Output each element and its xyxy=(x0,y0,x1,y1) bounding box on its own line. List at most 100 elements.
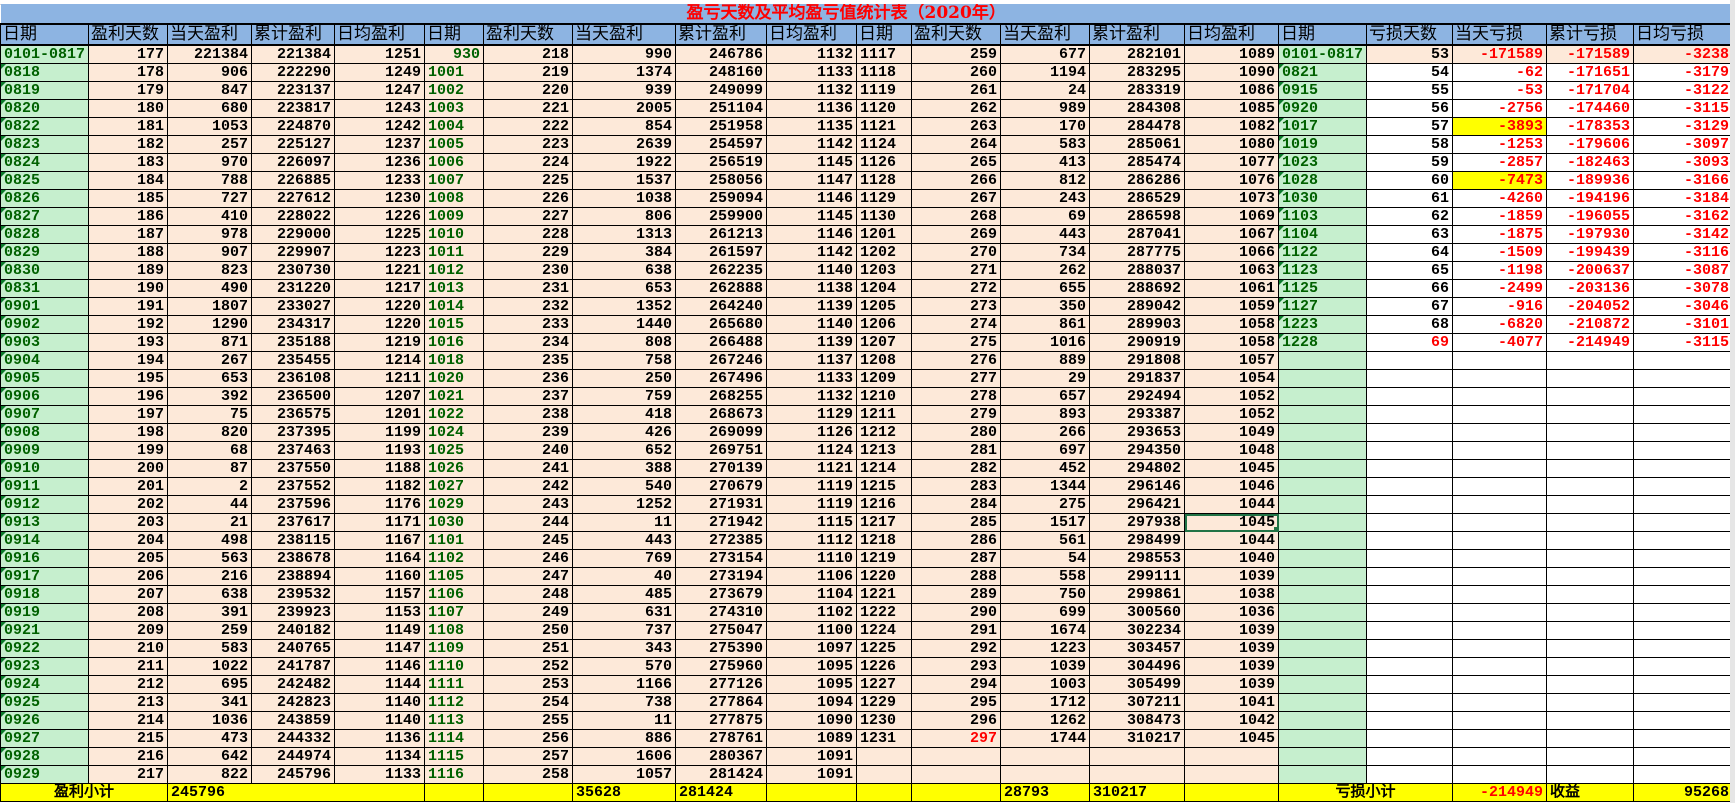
loss-cell-cumulative-loss[interactable] xyxy=(1546,405,1635,424)
cell-date[interactable]: 0916 xyxy=(0,549,90,568)
cell-cumulative-profit[interactable]: 241787 xyxy=(251,657,336,676)
cell-daily-profit[interactable]: 847 xyxy=(167,81,253,100)
cell-profit-days[interactable]: 247 xyxy=(483,567,574,586)
cell-profit-days[interactable]: 186 xyxy=(88,207,169,226)
cell-date[interactable]: 0819 xyxy=(0,81,90,100)
cell-profit-days[interactable] xyxy=(911,747,1002,766)
cell-daily-profit[interactable]: 561 xyxy=(1000,531,1091,550)
loss-cell-loss-days[interactable]: 63 xyxy=(1366,225,1454,244)
cell-cumulative-profit[interactable]: 274310 xyxy=(675,603,768,622)
cell-daily-profit[interactable]: 570 xyxy=(572,657,677,676)
cell-avg-profit[interactable]: 1147 xyxy=(334,639,426,658)
loss-cell-avg-loss[interactable]: -3101 xyxy=(1633,315,1734,334)
cell-cumulative-profit[interactable]: 237596 xyxy=(251,495,336,514)
loss-cell-daily-loss[interactable] xyxy=(1452,423,1548,442)
cell-avg-profit[interactable]: 1044 xyxy=(1184,531,1280,550)
cell-profit-days[interactable]: 240 xyxy=(483,441,574,460)
cell-date[interactable]: 1114 xyxy=(424,729,485,748)
cell-cumulative-profit[interactable]: 287041 xyxy=(1089,225,1186,244)
loss-cell-date[interactable] xyxy=(1278,711,1368,730)
cell-daily-profit[interactable]: 1440 xyxy=(572,315,677,334)
cell-date[interactable]: 0921 xyxy=(0,621,90,640)
cell-date[interactable]: 1227 xyxy=(856,675,913,694)
cell-daily-profit[interactable]: 350 xyxy=(1000,297,1091,316)
cell-avg-profit[interactable]: 1188 xyxy=(334,459,426,478)
cell-profit-days[interactable]: 270 xyxy=(911,243,1002,262)
cell-profit-days[interactable]: 180 xyxy=(88,99,169,118)
cell-daily-profit[interactable]: 652 xyxy=(572,441,677,460)
cell-date[interactable]: 1209 xyxy=(856,369,913,388)
cell-profit-days[interactable]: 251 xyxy=(483,639,574,658)
cell-profit-days[interactable]: 197 xyxy=(88,405,169,424)
cell-daily-profit[interactable] xyxy=(1000,747,1091,766)
cell-daily-profit[interactable]: 1374 xyxy=(572,63,677,82)
loss-cell-loss-days[interactable] xyxy=(1366,459,1454,478)
cell-date[interactable]: 1007 xyxy=(424,171,485,190)
loss-cell-cumulative-loss[interactable] xyxy=(1546,423,1635,442)
cell-profit-days[interactable]: 276 xyxy=(911,351,1002,370)
column-header[interactable]: 日均亏损 xyxy=(1633,23,1734,46)
loss-cell-loss-days[interactable]: 62 xyxy=(1366,207,1454,226)
cell-daily-profit[interactable]: 1194 xyxy=(1000,63,1091,82)
loss-cell-daily-loss[interactable]: -2756 xyxy=(1452,99,1548,118)
cell-cumulative-profit[interactable]: 236500 xyxy=(251,387,336,406)
cell-daily-profit[interactable]: 68 xyxy=(167,441,253,460)
cell-date[interactable]: 1120 xyxy=(856,99,913,118)
cell-cumulative-profit[interactable]: 259900 xyxy=(675,207,768,226)
cell-avg-profit[interactable]: 1091 xyxy=(766,765,858,784)
cell-daily-profit[interactable]: 1313 xyxy=(572,225,677,244)
loss-cell-avg-loss[interactable]: -3046 xyxy=(1633,297,1734,316)
cell-date[interactable]: 0823 xyxy=(0,135,90,154)
cell-profit-days[interactable]: 269 xyxy=(911,225,1002,244)
cell-date[interactable]: 1015 xyxy=(424,315,485,334)
loss-cell-loss-days[interactable]: 66 xyxy=(1366,279,1454,298)
cell-date[interactable] xyxy=(856,765,913,784)
cell-cumulative-profit[interactable]: 246786 xyxy=(675,44,768,64)
cell-cumulative-profit[interactable]: 222290 xyxy=(251,63,336,82)
loss-cell-daily-loss[interactable]: -1198 xyxy=(1452,261,1548,280)
loss-cell-loss-days[interactable] xyxy=(1366,621,1454,640)
cell-daily-profit[interactable]: 806 xyxy=(572,207,677,226)
cell-cumulative-profit[interactable]: 293653 xyxy=(1089,423,1186,442)
cell-cumulative-profit[interactable]: 298499 xyxy=(1089,531,1186,550)
profit-block-2-total[interactable]: 281424 xyxy=(675,783,768,802)
cell-avg-profit[interactable]: 1067 xyxy=(1184,225,1280,244)
cell-avg-profit[interactable]: 1044 xyxy=(1184,495,1280,514)
cell-cumulative-profit[interactable]: 271942 xyxy=(675,513,768,532)
cell-date[interactable]: 0913 xyxy=(0,513,90,532)
cell-avg-profit[interactable]: 1048 xyxy=(1184,441,1280,460)
cell-date[interactable]: 1126 xyxy=(856,153,913,172)
loss-cell-avg-loss[interactable]: -3162 xyxy=(1633,207,1734,226)
cell-profit-days[interactable]: 232 xyxy=(483,297,574,316)
cell-daily-profit[interactable]: 11 xyxy=(572,513,677,532)
cell-cumulative-profit[interactable]: 261597 xyxy=(675,243,768,262)
cell-cumulative-profit[interactable]: 231220 xyxy=(251,279,336,298)
cell-profit-days[interactable]: 291 xyxy=(911,621,1002,640)
loss-cell-cumulative-loss[interactable]: -200637 xyxy=(1546,261,1635,280)
cell-daily-profit[interactable]: 259 xyxy=(167,621,253,640)
cell-profit-days[interactable]: 236 xyxy=(483,369,574,388)
cell-date[interactable]: 0929 xyxy=(0,765,90,784)
cell-date[interactable]: 1006 xyxy=(424,153,485,172)
cell-daily-profit[interactable]: 341 xyxy=(167,693,253,712)
cell-profit-days[interactable]: 191 xyxy=(88,297,169,316)
cell-cumulative-profit[interactable]: 284478 xyxy=(1089,117,1186,136)
cell-date[interactable]: 1210 xyxy=(856,387,913,406)
loss-cell-loss-days[interactable] xyxy=(1366,531,1454,550)
cell-date[interactable]: 930 xyxy=(424,44,485,64)
loss-cell-loss-days[interactable] xyxy=(1366,387,1454,406)
cell-avg-profit[interactable]: 1061 xyxy=(1184,279,1280,298)
cell-avg-profit[interactable]: 1146 xyxy=(334,657,426,676)
cell-avg-profit[interactable]: 1140 xyxy=(766,261,858,280)
loss-cell-cumulative-loss[interactable]: -182463 xyxy=(1546,153,1635,172)
cell-cumulative-profit[interactable]: 237617 xyxy=(251,513,336,532)
column-header[interactable]: 日期 xyxy=(856,23,913,46)
profit-block-3-total[interactable]: 310217 xyxy=(1089,783,1186,802)
cell-profit-days[interactable]: 212 xyxy=(88,675,169,694)
cell-daily-profit[interactable]: 989 xyxy=(1000,99,1091,118)
loss-cell-avg-loss[interactable]: -3142 xyxy=(1633,225,1734,244)
loss-cell-cumulative-loss[interactable]: -179606 xyxy=(1546,135,1635,154)
cell-daily-profit[interactable]: 2 xyxy=(167,477,253,496)
cell-profit-days[interactable]: 267 xyxy=(911,189,1002,208)
loss-cell-date[interactable] xyxy=(1278,747,1368,766)
